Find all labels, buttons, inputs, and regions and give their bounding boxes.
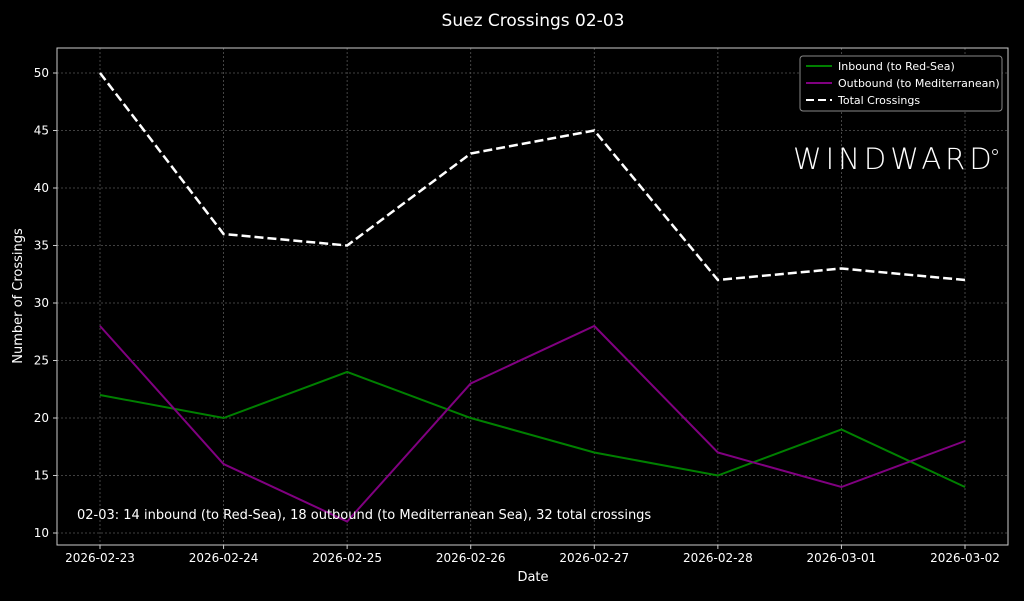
x-tick-label: 2026-02-25	[312, 551, 382, 565]
x-axis-label: Date	[517, 570, 548, 585]
y-tick-label: 30	[34, 296, 49, 310]
y-tick-label: 45	[34, 124, 49, 138]
y-tick-label: 40	[34, 181, 49, 195]
windward-watermark: WINDWARD	[793, 142, 996, 176]
legend-label: Outbound (to Mediterranean)	[838, 77, 1000, 90]
series-line-1	[100, 326, 965, 522]
chart-title: Suez Crossings 02-03	[442, 11, 625, 31]
annotation-text: 02-03: 14 inbound (to Red-Sea), 18 outbo…	[77, 508, 651, 523]
y-tick-label: 15	[34, 469, 49, 483]
grid	[57, 48, 1008, 545]
series-line-0	[100, 372, 965, 487]
x-tick-label: 2026-02-26	[436, 551, 506, 565]
x-tick-label: 2026-02-24	[189, 551, 259, 565]
y-tick-label: 35	[34, 239, 49, 253]
series-lines	[100, 73, 965, 522]
x-tick-label: 2026-02-27	[559, 551, 629, 565]
y-tick-label: 50	[34, 66, 49, 80]
axis-ticks: 10 15 20 25 30 35 40 45 50 2026-02-23 2026-02-24 20…	[34, 66, 1000, 565]
y-axis-label: Number of Crossings	[11, 228, 26, 364]
x-tick-label: 2026-02-23	[65, 551, 135, 565]
legend-label: Total Crossings	[837, 94, 920, 107]
y-tick-label: 20	[34, 411, 49, 425]
legend: Inbound (to Red-Sea) Outbound (to Mediter…	[800, 56, 1002, 111]
y-tick-label: 10	[34, 526, 49, 540]
x-tick-label: 2026-03-01	[807, 551, 877, 565]
x-tick-label: 2026-02-28	[683, 551, 753, 565]
y-tick-label: 25	[34, 354, 49, 368]
legend-label: Inbound (to Red-Sea)	[838, 60, 955, 73]
plot-frame	[57, 48, 1008, 545]
x-tick-label: 2026-03-02	[930, 551, 1000, 565]
